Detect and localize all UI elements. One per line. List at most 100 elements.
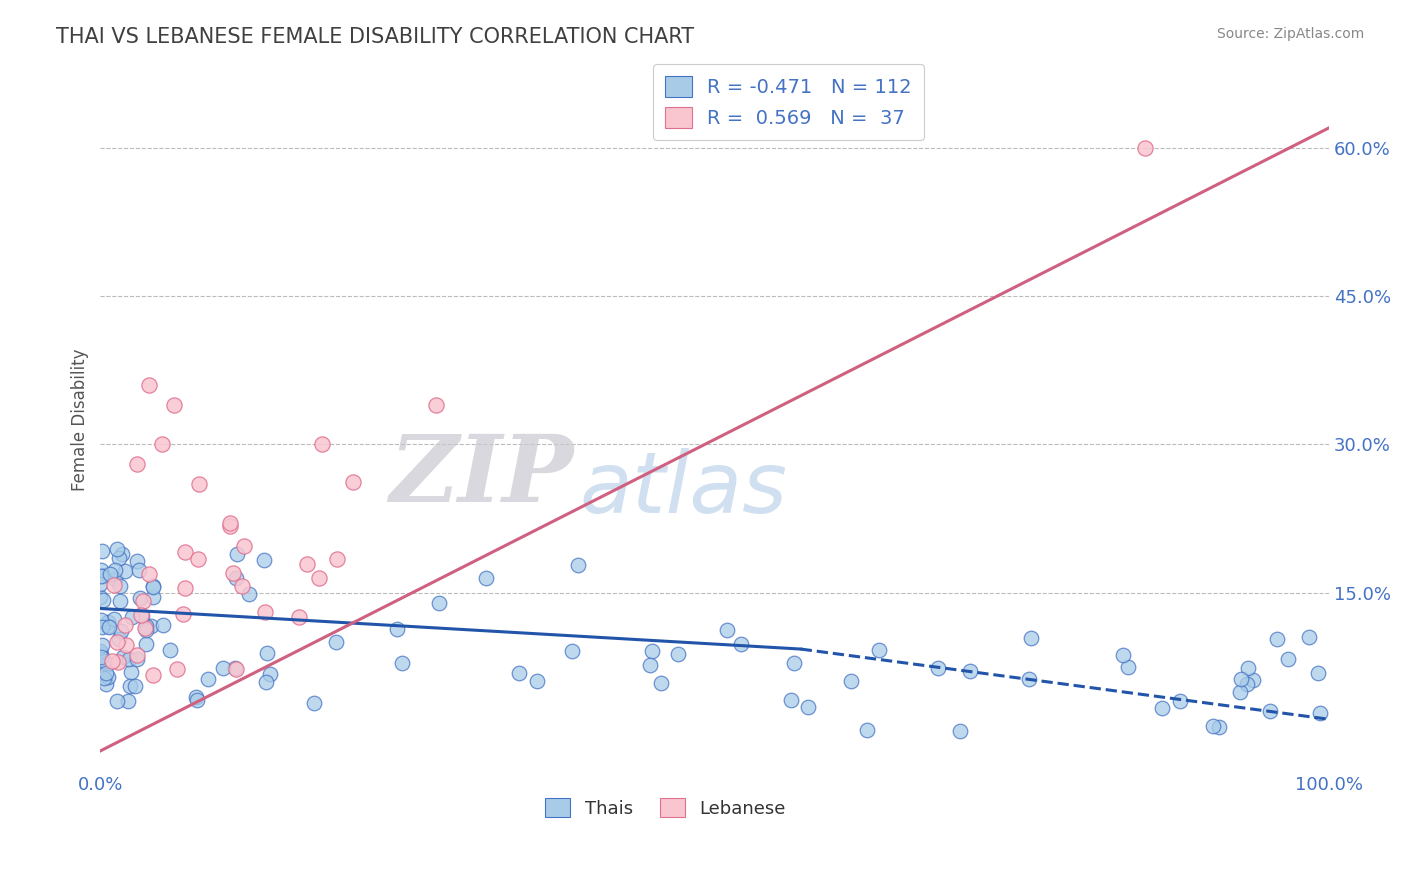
Point [218,516,240,531]
Point [93,654,115,668]
Point [96,657,118,671]
Point [103,578,125,592]
Point [233,539,256,553]
Point [91,569,114,583]
Point [1116,660,1139,674]
Point [1202,719,1225,733]
Point [212,661,235,675]
Point [128,563,150,577]
Point [1236,677,1258,691]
Y-axis label: Female Disability: Female Disability [72,349,89,491]
Point [779,692,801,706]
Point [104,572,127,586]
Point [184,690,207,704]
Point [91,543,114,558]
Point [385,623,408,637]
Point [650,676,672,690]
Point [174,581,197,595]
Point [1018,673,1040,687]
Point [224,661,246,675]
Point [152,618,174,632]
Point [90,650,112,665]
Point [716,623,738,637]
Point [101,654,124,668]
Point [1265,632,1288,646]
Point [90,638,112,652]
Point [638,658,661,673]
Point [225,662,247,676]
Point [138,566,160,581]
Point [172,607,194,621]
Point [304,696,326,710]
Point [308,571,330,585]
Point [134,621,156,635]
Point [1230,672,1253,686]
Point [186,693,208,707]
Point [1277,652,1299,666]
Point [256,646,278,660]
Point [839,674,862,689]
Point [1152,700,1174,714]
Point [949,724,972,739]
Point [89,577,111,591]
Point [1229,685,1251,699]
Point [135,637,157,651]
Point [142,668,165,682]
Point [288,609,311,624]
Point [111,547,134,561]
Point [222,566,245,581]
Point [97,670,120,684]
Point [108,594,131,608]
Point [253,605,276,619]
Point [96,677,118,691]
Text: Source: ZipAtlas.com: Source: ZipAtlas.com [1216,27,1364,41]
Point [730,637,752,651]
Point [90,647,112,661]
Point [97,619,120,633]
Point [108,579,131,593]
Point [783,656,806,670]
Point [127,457,149,471]
Point [124,679,146,693]
Point [326,552,349,566]
Point [89,644,111,658]
Point [120,665,142,679]
Point [311,437,333,451]
Point [1168,694,1191,708]
Point [98,620,121,634]
Point [115,639,138,653]
Point [225,571,247,585]
Point [135,619,157,633]
Point [142,579,165,593]
Point [174,545,197,559]
Point [125,554,148,568]
Point [117,652,139,666]
Point [1308,666,1330,681]
Point [107,655,129,669]
Point [1208,720,1230,734]
Point [1111,648,1133,663]
Point [1133,141,1156,155]
Point [1309,706,1331,720]
Point [142,590,165,604]
Point [105,541,128,556]
Point [127,652,149,666]
Point [1241,673,1264,687]
Point [108,550,131,565]
Point [89,591,111,605]
Point [666,647,689,661]
Point [526,673,548,688]
Point [253,553,276,567]
Point [110,624,132,638]
Point [927,661,949,675]
Point [325,635,347,649]
Point [561,643,583,657]
Point [508,665,530,680]
Point [219,519,242,533]
Point [132,594,155,608]
Point [127,648,149,662]
Point [427,596,450,610]
Point [105,635,128,649]
Point [93,671,115,685]
Point [150,437,173,451]
